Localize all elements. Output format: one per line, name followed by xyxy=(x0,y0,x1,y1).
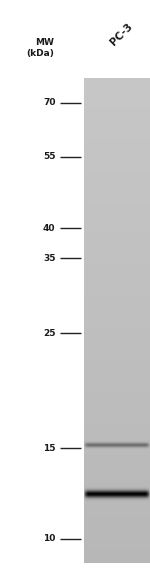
Text: 15: 15 xyxy=(43,444,56,452)
Text: 10: 10 xyxy=(43,535,56,543)
Text: MW: MW xyxy=(35,38,54,48)
Text: (kDa): (kDa) xyxy=(26,49,54,58)
Text: 35: 35 xyxy=(43,253,56,263)
Text: PC-3: PC-3 xyxy=(108,21,134,47)
Text: 55: 55 xyxy=(43,152,56,161)
Text: 25: 25 xyxy=(43,329,56,338)
Text: 70: 70 xyxy=(43,98,56,107)
Text: 40: 40 xyxy=(43,223,56,233)
